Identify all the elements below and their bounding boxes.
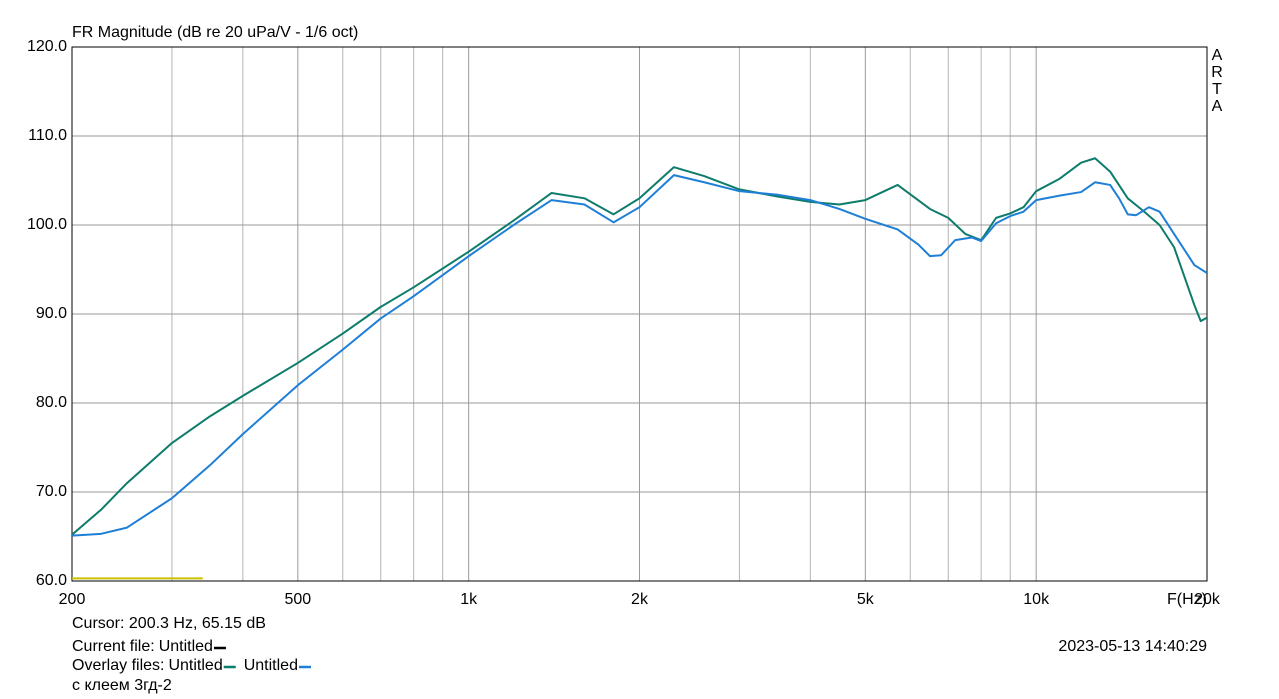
series-line: [72, 157, 1207, 536]
side-label: ARTA: [1211, 47, 1223, 115]
x-tick-label: 5k: [857, 591, 875, 608]
x-tick-label: 500: [284, 591, 311, 608]
x-tick-label: 1k: [460, 591, 478, 608]
y-tick-label: 110.0: [28, 127, 67, 144]
chart-title: FR Magnitude (dB re 20 uPa/V - 1/6 oct): [72, 24, 358, 41]
legend-entry: Untitled: [244, 657, 298, 674]
plot-frame: [71, 46, 1208, 582]
x-tick-label: 20k: [1194, 591, 1221, 608]
legend-label: Current file:: [72, 638, 155, 655]
y-tick-label: 90.0: [36, 305, 67, 322]
y-tick-label: 60.0: [36, 572, 67, 589]
legend-label: Overlay files:: [72, 657, 164, 674]
y-tick-label: 120.0: [27, 38, 67, 55]
series-line: [72, 174, 1207, 537]
legend-entry: Untitled: [159, 638, 213, 655]
overlay-note: с клеем 3гд-2: [72, 677, 172, 694]
x-tick-label: 2k: [631, 591, 649, 608]
y-tick-label: 80.0: [36, 394, 67, 411]
timestamp: 2023-05-13 14:40:29: [1058, 638, 1207, 655]
cursor-readout: Cursor: 200.3 Hz, 65.15 dB: [72, 615, 266, 632]
x-axis-label: F(Hz): [1167, 591, 1207, 608]
x-tick-label: 10k: [1023, 591, 1050, 608]
x-tick-label: 200: [59, 591, 86, 608]
y-tick-label: 100.0: [27, 216, 67, 233]
y-tick-label: 70.0: [36, 483, 67, 500]
legend-entry: Untitled: [168, 657, 222, 674]
